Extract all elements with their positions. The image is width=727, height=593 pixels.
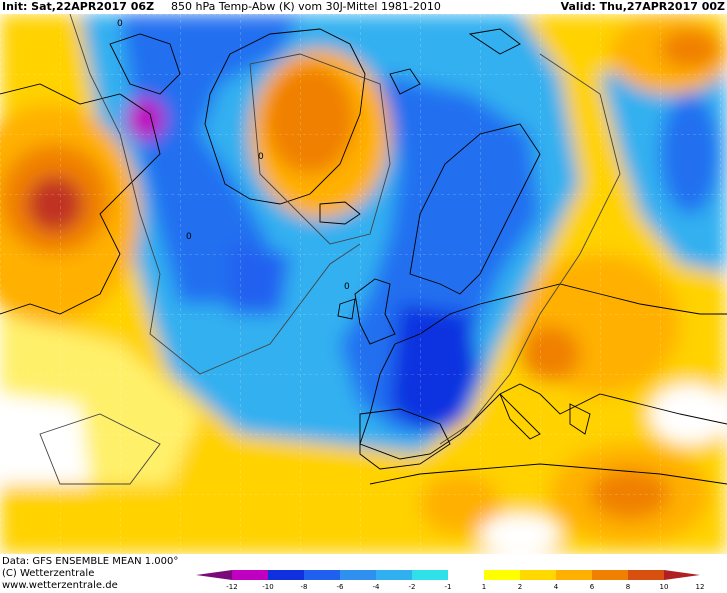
map-header: Init: Sat,22APR2017 06Z 850 hPa Temp-Abw… <box>0 0 727 14</box>
colorbar-tick-label: -1 <box>445 583 452 590</box>
colorbar-swatch <box>268 570 304 580</box>
zero-contour <box>39 14 621 485</box>
data-source: Data: GFS ENSEMBLE MEAN 1.000° <box>2 556 179 567</box>
colorbar-tick-label: 8 <box>626 583 630 590</box>
colorbar-swatch <box>628 570 664 580</box>
contour-label: 0 <box>186 232 192 242</box>
colorbar-tick-label: -6 <box>337 583 345 590</box>
contour-label: 0 <box>117 19 123 29</box>
colorbar-tick-label: 2 <box>518 583 522 590</box>
colorbar-tick-label: 1 <box>482 583 486 590</box>
init-time: Init: Sat,22APR2017 06Z <box>2 0 155 13</box>
colorbar-tick-label: 10 <box>660 583 669 590</box>
colorbar-tick-label: 6 <box>590 583 595 590</box>
colorbar-swatch <box>340 570 376 580</box>
colorbar-swatch <box>520 570 556 580</box>
copyright: (C) Wetterzentrale <box>2 568 95 579</box>
colorbar: -12 -10 -8 -6 -4 -2 -1 1 2 4 6 8 10 12 <box>196 570 705 590</box>
temperature-anomaly-map: 0 0 0 0 <box>0 14 727 554</box>
colorbar-swatch <box>556 570 592 580</box>
colorbar-tick-label: 4 <box>554 583 559 590</box>
colorbar-tick-label: -4 <box>373 583 381 590</box>
coastlines <box>0 28 727 485</box>
colorbar-tick-label: -8 <box>301 583 308 590</box>
colorbar-swatch <box>448 570 484 580</box>
colorbar-swatch <box>412 570 448 580</box>
colorbar-swatch <box>592 570 628 580</box>
colorbar-swatch <box>232 570 268 580</box>
colorbar-tick-label: 12 <box>696 583 705 590</box>
contour-label: 0 <box>344 282 350 292</box>
colorbar-swatch <box>664 570 700 580</box>
colorbar-tick-label: -2 <box>409 583 416 590</box>
website-url: www.wetterzentrale.de <box>2 580 118 591</box>
valid-time: Valid: Thu,27APR2017 00Z <box>560 0 725 13</box>
colorbar-tick-label: -10 <box>262 583 273 590</box>
contour-label: 0 <box>258 152 264 162</box>
colorbar-swatch <box>304 570 340 580</box>
map-title: 850 hPa Temp-Abw (K) vom 30J-Mittel 1981… <box>171 0 441 13</box>
colorbar-swatch <box>196 570 232 580</box>
colorbar-swatch <box>376 570 412 580</box>
colorbar-swatch <box>484 570 520 580</box>
colorbar-tick-label: -12 <box>226 583 237 590</box>
